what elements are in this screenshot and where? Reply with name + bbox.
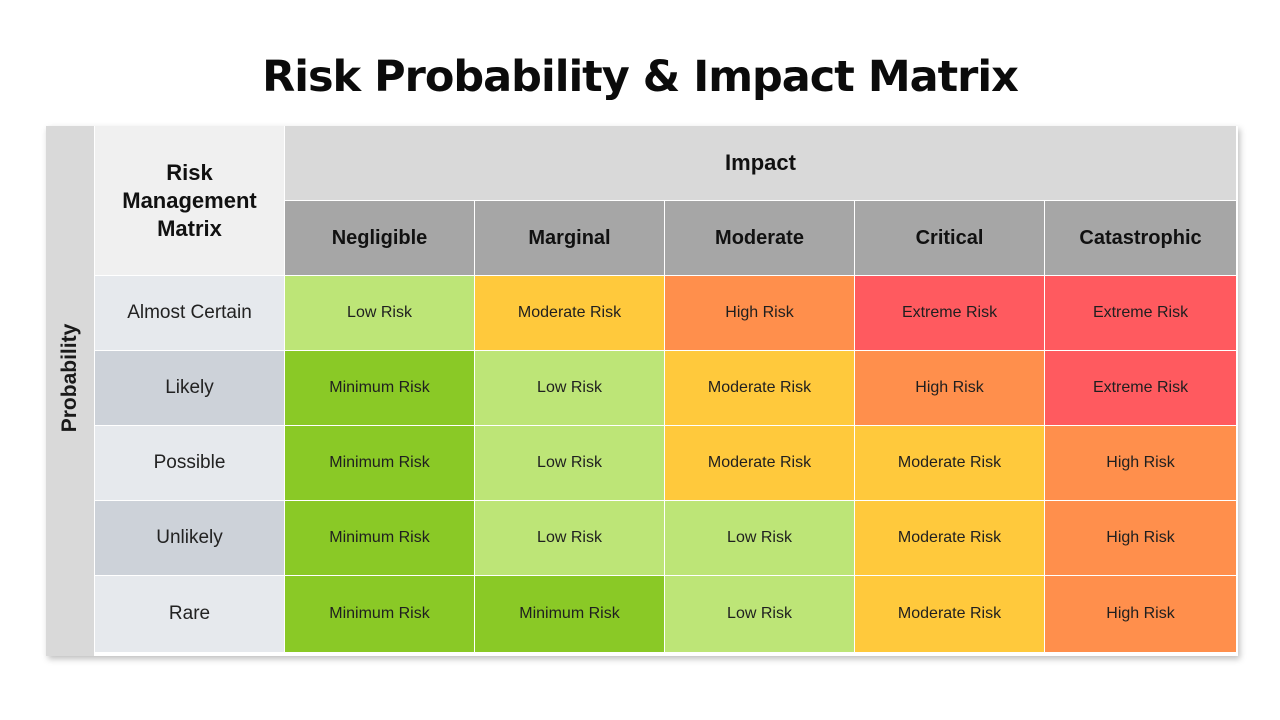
risk-cell: Low Risk	[665, 576, 855, 653]
impact-axis-header: Impact	[285, 126, 1237, 201]
risk-cell: Moderate Risk	[665, 351, 855, 426]
risk-cell: Low Risk	[665, 501, 855, 576]
probability-axis-bar	[46, 126, 94, 656]
risk-cell: Extreme Risk	[1045, 351, 1237, 426]
risk-cell: Moderate Risk	[855, 426, 1045, 501]
risk-cell: Minimum Risk	[285, 426, 475, 501]
impact-header-moderate: Moderate	[665, 201, 855, 276]
probability-row-likely: Likely	[95, 351, 285, 426]
impact-header-critical: Critical	[855, 201, 1045, 276]
impact-header-negligible: Negligible	[285, 201, 475, 276]
probability-row-unlikely: Unlikely	[95, 501, 285, 576]
risk-cell: Extreme Risk	[1045, 276, 1237, 351]
risk-cell: Moderate Risk	[855, 576, 1045, 653]
probability-axis-label: Probability	[58, 323, 81, 433]
impact-header-catastrophic: Catastrophic	[1045, 201, 1237, 276]
risk-cell: Minimum Risk	[475, 576, 665, 653]
risk-cell: Moderate Risk	[475, 276, 665, 351]
risk-cell: High Risk	[855, 351, 1045, 426]
risk-cell: Low Risk	[285, 276, 475, 351]
impact-header-marginal: Marginal	[475, 201, 665, 276]
risk-cell: Minimum Risk	[285, 351, 475, 426]
risk-cell: High Risk	[665, 276, 855, 351]
probability-row-possible: Possible	[95, 426, 285, 501]
risk-cell: Minimum Risk	[285, 501, 475, 576]
risk-cell: Extreme Risk	[855, 276, 1045, 351]
page-title: Risk Probability & Impact Matrix	[262, 52, 1019, 102]
matrix-corner-label: Risk Management Matrix	[95, 126, 285, 276]
risk-cell: Low Risk	[475, 351, 665, 426]
risk-cell: High Risk	[1045, 501, 1237, 576]
risk-cell: High Risk	[1045, 576, 1237, 653]
risk-cell: Moderate Risk	[855, 501, 1045, 576]
probability-row-rare: Rare	[95, 576, 285, 653]
risk-cell: Low Risk	[475, 426, 665, 501]
risk-cell: Low Risk	[475, 501, 665, 576]
probability-row-almost-certain: Almost Certain	[95, 276, 285, 351]
risk-cell: High Risk	[1045, 426, 1237, 501]
risk-cell: Moderate Risk	[665, 426, 855, 501]
risk-cell: Minimum Risk	[285, 576, 475, 653]
